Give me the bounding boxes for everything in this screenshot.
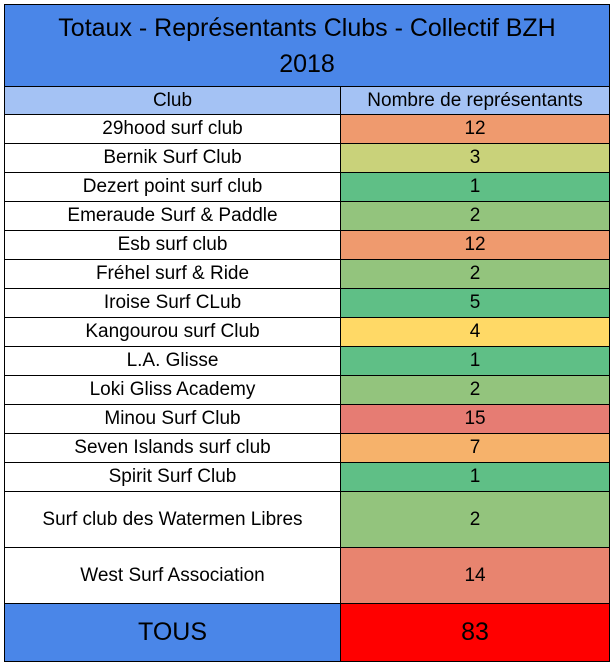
table-row: Fréhel surf & Ride 2: [4, 259, 611, 289]
table-row: Iroise Surf CLub 5: [4, 288, 611, 318]
representative-count-cell[interactable]: 5: [339, 288, 611, 318]
club-name-cell[interactable]: Minou Surf Club: [4, 404, 341, 434]
representative-count-cell[interactable]: 1: [339, 172, 611, 202]
club-name-cell[interactable]: Seven Islands surf club: [4, 433, 341, 463]
club-name-cell[interactable]: Esb surf club: [4, 230, 341, 260]
representative-count-cell[interactable]: 12: [339, 114, 611, 144]
total-row: TOUS 83: [4, 603, 611, 662]
representative-count-cell[interactable]: 4: [339, 317, 611, 347]
spreadsheet-table: Totaux - Représentants Clubs - Collectif…: [3, 4, 611, 662]
table-body: 29hood surf club 12 Bernik Surf Club 3 Dezer…: [4, 114, 611, 604]
table-row: Seven Islands surf club 7: [4, 433, 611, 463]
club-name-cell[interactable]: Surf club des Watermen Libres: [4, 491, 341, 548]
table-row: Surf club des Watermen Libres 2: [4, 491, 611, 548]
total-value-cell[interactable]: 83: [339, 603, 611, 662]
table-row: Esb surf club 12: [4, 230, 611, 260]
club-name-cell[interactable]: Emeraude Surf & Paddle: [4, 201, 341, 231]
club-name-cell[interactable]: Fréhel surf & Ride: [4, 259, 341, 289]
column-header-club[interactable]: Club: [4, 86, 341, 115]
table-row: Loki Gliss Academy 2: [4, 375, 611, 405]
representative-count-cell[interactable]: 12: [339, 230, 611, 260]
club-name-cell[interactable]: Kangourou surf Club: [4, 317, 341, 347]
table-row: Dezert point surf club 1: [4, 172, 611, 202]
club-name-cell[interactable]: West Surf Association: [4, 547, 341, 604]
total-label-cell[interactable]: TOUS: [4, 603, 341, 662]
representative-count-cell[interactable]: 3: [339, 143, 611, 173]
title-line-1: Totaux - Représentants Clubs - Collectif…: [58, 13, 556, 42]
club-totals-table: Totaux - Représentants Clubs - Collectif…: [3, 4, 611, 662]
representative-count-cell[interactable]: 1: [339, 462, 611, 492]
club-name-cell[interactable]: Loki Gliss Academy: [4, 375, 341, 405]
club-name-cell[interactable]: Spirit Surf Club: [4, 462, 341, 492]
column-header-count[interactable]: Nombre de représentants: [339, 86, 611, 115]
club-name-cell[interactable]: Dezert point surf club: [4, 172, 341, 202]
representative-count-cell[interactable]: 15: [339, 404, 611, 434]
table-row: West Surf Association 14: [4, 547, 611, 604]
table-title[interactable]: Totaux - Représentants Clubs - Collectif…: [3, 4, 611, 87]
table-row: 29hood surf club 12: [4, 114, 611, 144]
table-row: Spirit Surf Club 1: [4, 462, 611, 492]
representative-count-cell[interactable]: 14: [339, 547, 611, 604]
table-row: Emeraude Surf & Paddle 2: [4, 201, 611, 231]
club-name-cell[interactable]: Bernik Surf Club: [4, 143, 341, 173]
table-row: Minou Surf Club 15: [4, 404, 611, 434]
club-name-cell[interactable]: 29hood surf club: [4, 114, 341, 144]
table-row: L.A. Glisse 1: [4, 346, 611, 376]
representative-count-cell[interactable]: 7: [339, 433, 611, 463]
club-name-cell[interactable]: Iroise Surf CLub: [4, 288, 341, 318]
representative-count-cell[interactable]: 2: [339, 491, 611, 548]
table-row: Bernik Surf Club 3: [4, 143, 611, 173]
table-row: Kangourou surf Club 4: [4, 317, 611, 347]
representative-count-cell[interactable]: 2: [339, 201, 611, 231]
representative-count-cell[interactable]: 2: [339, 259, 611, 289]
club-name-cell[interactable]: L.A. Glisse: [4, 346, 341, 376]
representative-count-cell[interactable]: 2: [339, 375, 611, 405]
representative-count-cell[interactable]: 1: [339, 346, 611, 376]
title-line-2: 2018: [279, 49, 335, 78]
